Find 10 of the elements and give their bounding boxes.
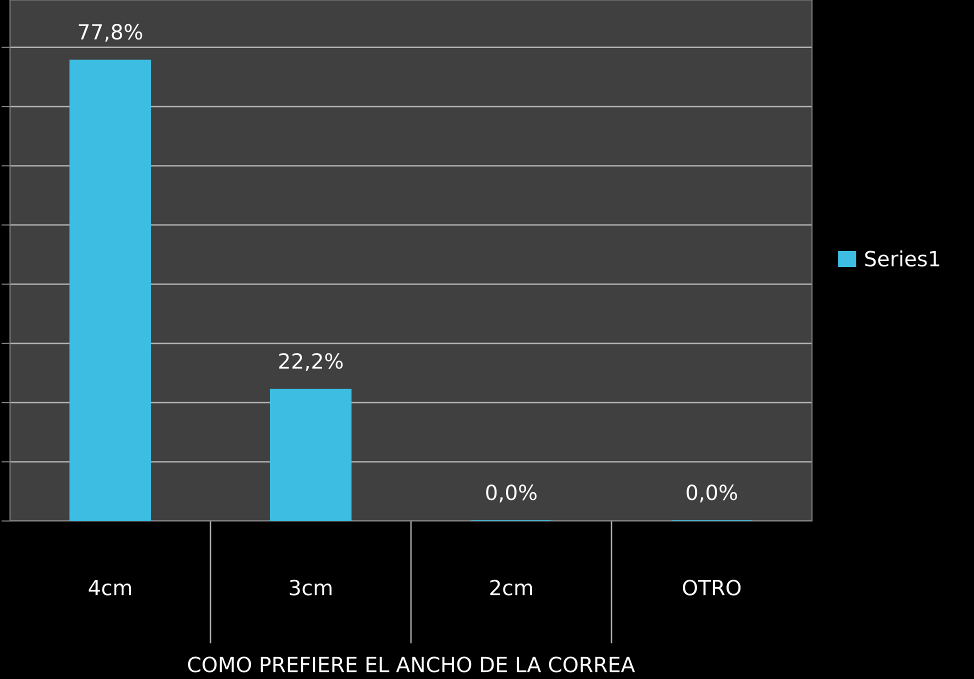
x-tick-label: 3cm bbox=[290, 580, 332, 596]
x-tick-label: 2cm bbox=[490, 580, 532, 596]
data-label: 77,8% bbox=[78, 24, 142, 42]
data-label: 22,2% bbox=[279, 353, 343, 371]
data-label: 0,0% bbox=[486, 484, 537, 502]
x-tick-label: 4cm bbox=[88, 580, 131, 596]
legend-label: Series1 bbox=[865, 250, 940, 267]
x-axis-title: COMO PREFIERE EL ANCHO DE LA CORREA bbox=[188, 656, 635, 672]
data-label: 0,0% bbox=[686, 484, 738, 502]
x-tick-label: OTRO bbox=[682, 580, 741, 596]
